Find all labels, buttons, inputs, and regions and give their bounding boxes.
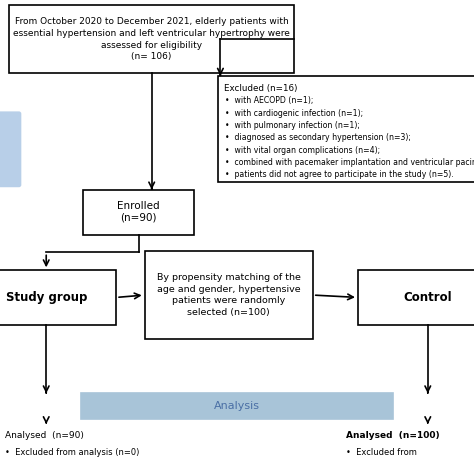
Text: •  Excluded from analysis (n=0): • Excluded from analysis (n=0) xyxy=(5,448,139,457)
Text: •  combined with pacemaker implantation and ventricular pacing;: • combined with pacemaker implantation a… xyxy=(225,158,474,167)
FancyBboxPatch shape xyxy=(83,190,194,235)
Text: •  with cardiogenic infection (n=1);: • with cardiogenic infection (n=1); xyxy=(225,109,363,118)
FancyBboxPatch shape xyxy=(81,393,393,419)
Text: By propensity matching of the
age and gender, hypertensive
patients were randoml: By propensity matching of the age and ge… xyxy=(157,273,301,317)
Text: •  patients did not agree to participate in the study (n=5).: • patients did not agree to participate … xyxy=(225,170,454,179)
FancyBboxPatch shape xyxy=(0,270,116,325)
Text: Analysis: Analysis xyxy=(214,401,260,411)
FancyBboxPatch shape xyxy=(358,270,474,325)
Text: From October 2020 to December 2021, elderly patients with
essential hypertension: From October 2020 to December 2021, elde… xyxy=(13,17,290,61)
Text: •  Excluded from: • Excluded from xyxy=(346,448,417,457)
Text: Analysed  (n=90): Analysed (n=90) xyxy=(5,431,83,440)
Text: •  with pulmonary infection (n=1);: • with pulmonary infection (n=1); xyxy=(225,121,360,130)
Text: Excluded (n=16): Excluded (n=16) xyxy=(224,84,297,93)
Text: Study group: Study group xyxy=(6,291,87,304)
FancyBboxPatch shape xyxy=(9,5,294,73)
Text: •  diagnosed as secondary hypertension (n=3);: • diagnosed as secondary hypertension (n… xyxy=(225,133,411,142)
FancyBboxPatch shape xyxy=(0,111,21,187)
Text: Enrolled
(n=90): Enrolled (n=90) xyxy=(118,201,160,223)
Text: •  with vital organ complications (n=4);: • with vital organ complications (n=4); xyxy=(225,146,380,155)
Text: Control: Control xyxy=(403,291,452,304)
FancyBboxPatch shape xyxy=(145,251,313,339)
Text: Analysed  (n=100): Analysed (n=100) xyxy=(346,431,440,440)
FancyBboxPatch shape xyxy=(218,76,474,182)
Text: •  with AECOPD (n=1);: • with AECOPD (n=1); xyxy=(225,96,313,105)
